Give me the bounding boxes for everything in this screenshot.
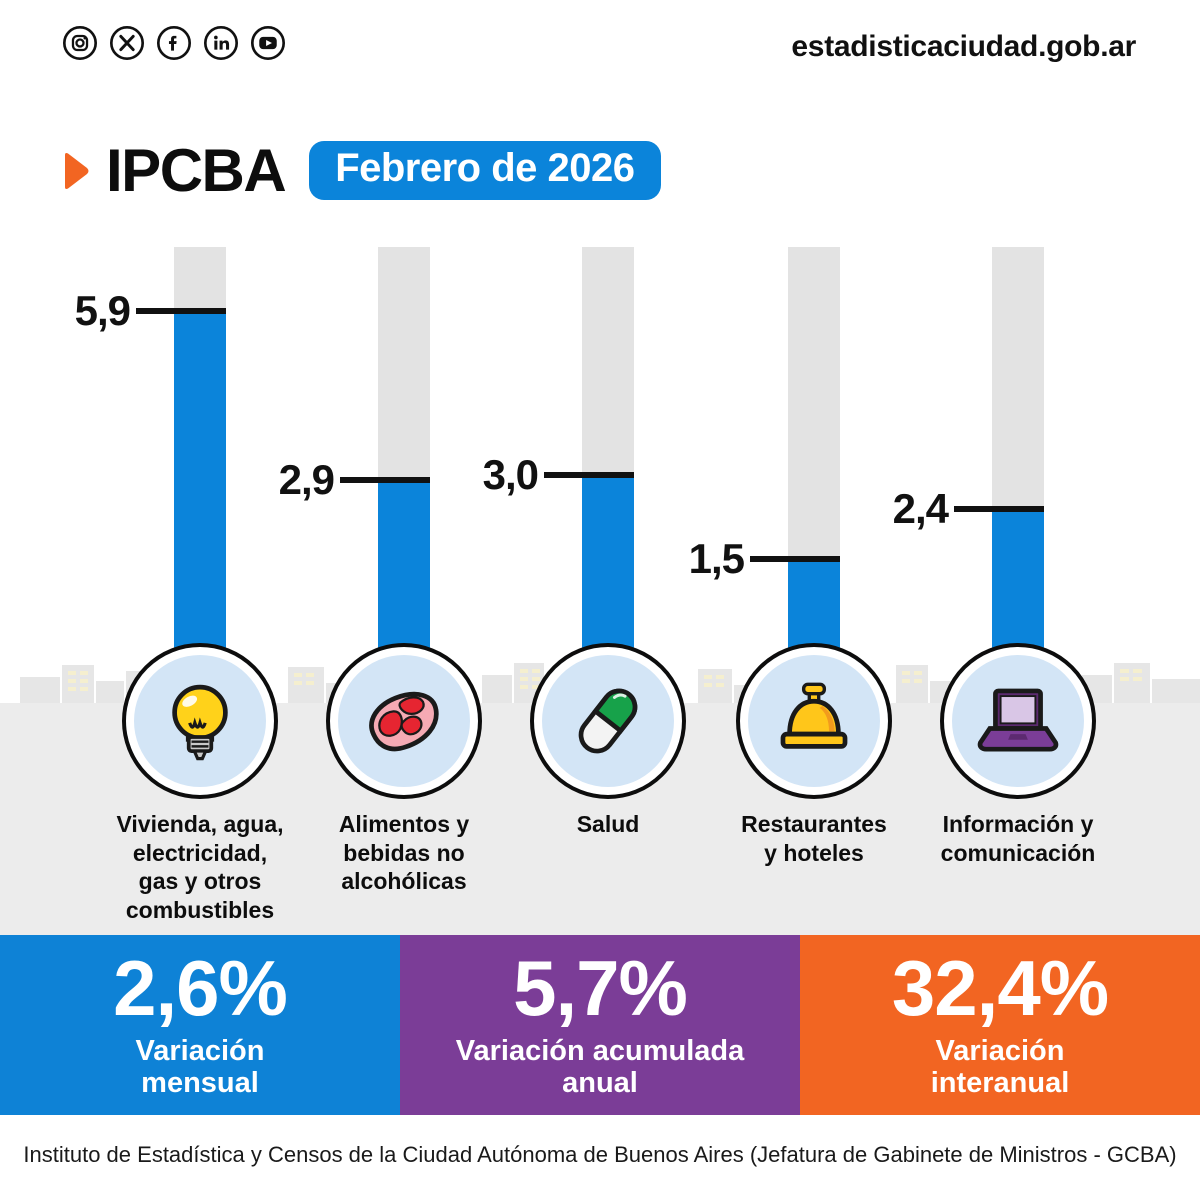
service-bell-icon (780, 682, 848, 749)
bar-value-label: 3,0 (482, 450, 539, 498)
category-circle-informacion (940, 643, 1096, 799)
bar-value-label: 2,9 (278, 456, 335, 504)
bar-tick (544, 471, 582, 478)
instagram-icon[interactable] (61, 24, 99, 62)
summary-monthly-label: Variación mensual (135, 1035, 265, 1100)
social-links (61, 24, 287, 62)
pill-icon (578, 688, 638, 754)
footer-credit: Instituto de Estadística y Censos de la … (23, 1142, 1177, 1167)
bar-restaurantes: 1,5 (689, 247, 840, 700)
summary-blocks: 2,6% Variación mensual 5,7% Variación ac… (0, 935, 1200, 1115)
bar-value-label: 2,4 (892, 484, 949, 532)
facebook-icon[interactable] (155, 24, 193, 62)
bar-salud: 3,0 (483, 247, 634, 700)
bar-tick (340, 477, 378, 484)
category-label-vivienda: Vivienda, agua, electricidad, gas y otro… (116, 811, 284, 923)
summary-interannual-label: Variación interanual (930, 1035, 1070, 1100)
website-link[interactable]: estadisticaciudad.gob.ar (791, 30, 1136, 63)
meat-icon (369, 691, 439, 752)
category-label-informacion: Información y comunicación (940, 811, 1096, 866)
orange-arrow-icon (65, 152, 89, 189)
summary-interannual-value: 32,4% (891, 944, 1109, 1032)
category-circle-alimentos (326, 643, 482, 799)
light-bulb-icon (172, 684, 228, 761)
bar-tick (136, 308, 174, 315)
x-twitter-icon[interactable] (108, 24, 146, 62)
category-label-salud: Salud (576, 811, 640, 837)
summary-interannual: 32,4% Variación interanual (800, 935, 1200, 1115)
page-title: IPCBA (106, 137, 287, 204)
summary-accumulated-value: 5,7% (513, 944, 688, 1032)
bar-tick (954, 505, 992, 512)
category-label-restaurantes: Restaurantes y hoteles (741, 811, 887, 866)
youtube-icon[interactable] (249, 24, 287, 62)
bar-informacion: 2,4 (893, 247, 1044, 700)
bar-fill (174, 308, 226, 700)
summary-monthly-value: 2,6% (113, 944, 288, 1032)
category-circle-restaurantes (736, 643, 892, 799)
summary-monthly: 2,6% Variación mensual (0, 935, 400, 1115)
summary-accumulated: 5,7% Variación acumulada anual (400, 935, 800, 1115)
bar-tick (750, 556, 788, 563)
period-badge: Febrero de 2026 (309, 141, 661, 200)
category-circle-salud (530, 643, 686, 799)
laptop-icon (977, 688, 1059, 752)
bar-value-label: 5,9 (74, 287, 131, 335)
title-row: IPCBA Febrero de 2026 (62, 136, 661, 205)
linkedin-icon[interactable] (202, 24, 240, 62)
category-circle-vivienda (122, 643, 278, 799)
bar-value-label: 1,5 (688, 535, 745, 583)
category-label-alimentos: Alimentos y bebidas no alcohólicas (338, 811, 470, 895)
summary-accumulated-label: Variación acumulada anual (455, 1035, 745, 1100)
bar-vivienda: 5,9 (75, 247, 226, 700)
bar-alimentos: 2,9 (279, 247, 430, 700)
